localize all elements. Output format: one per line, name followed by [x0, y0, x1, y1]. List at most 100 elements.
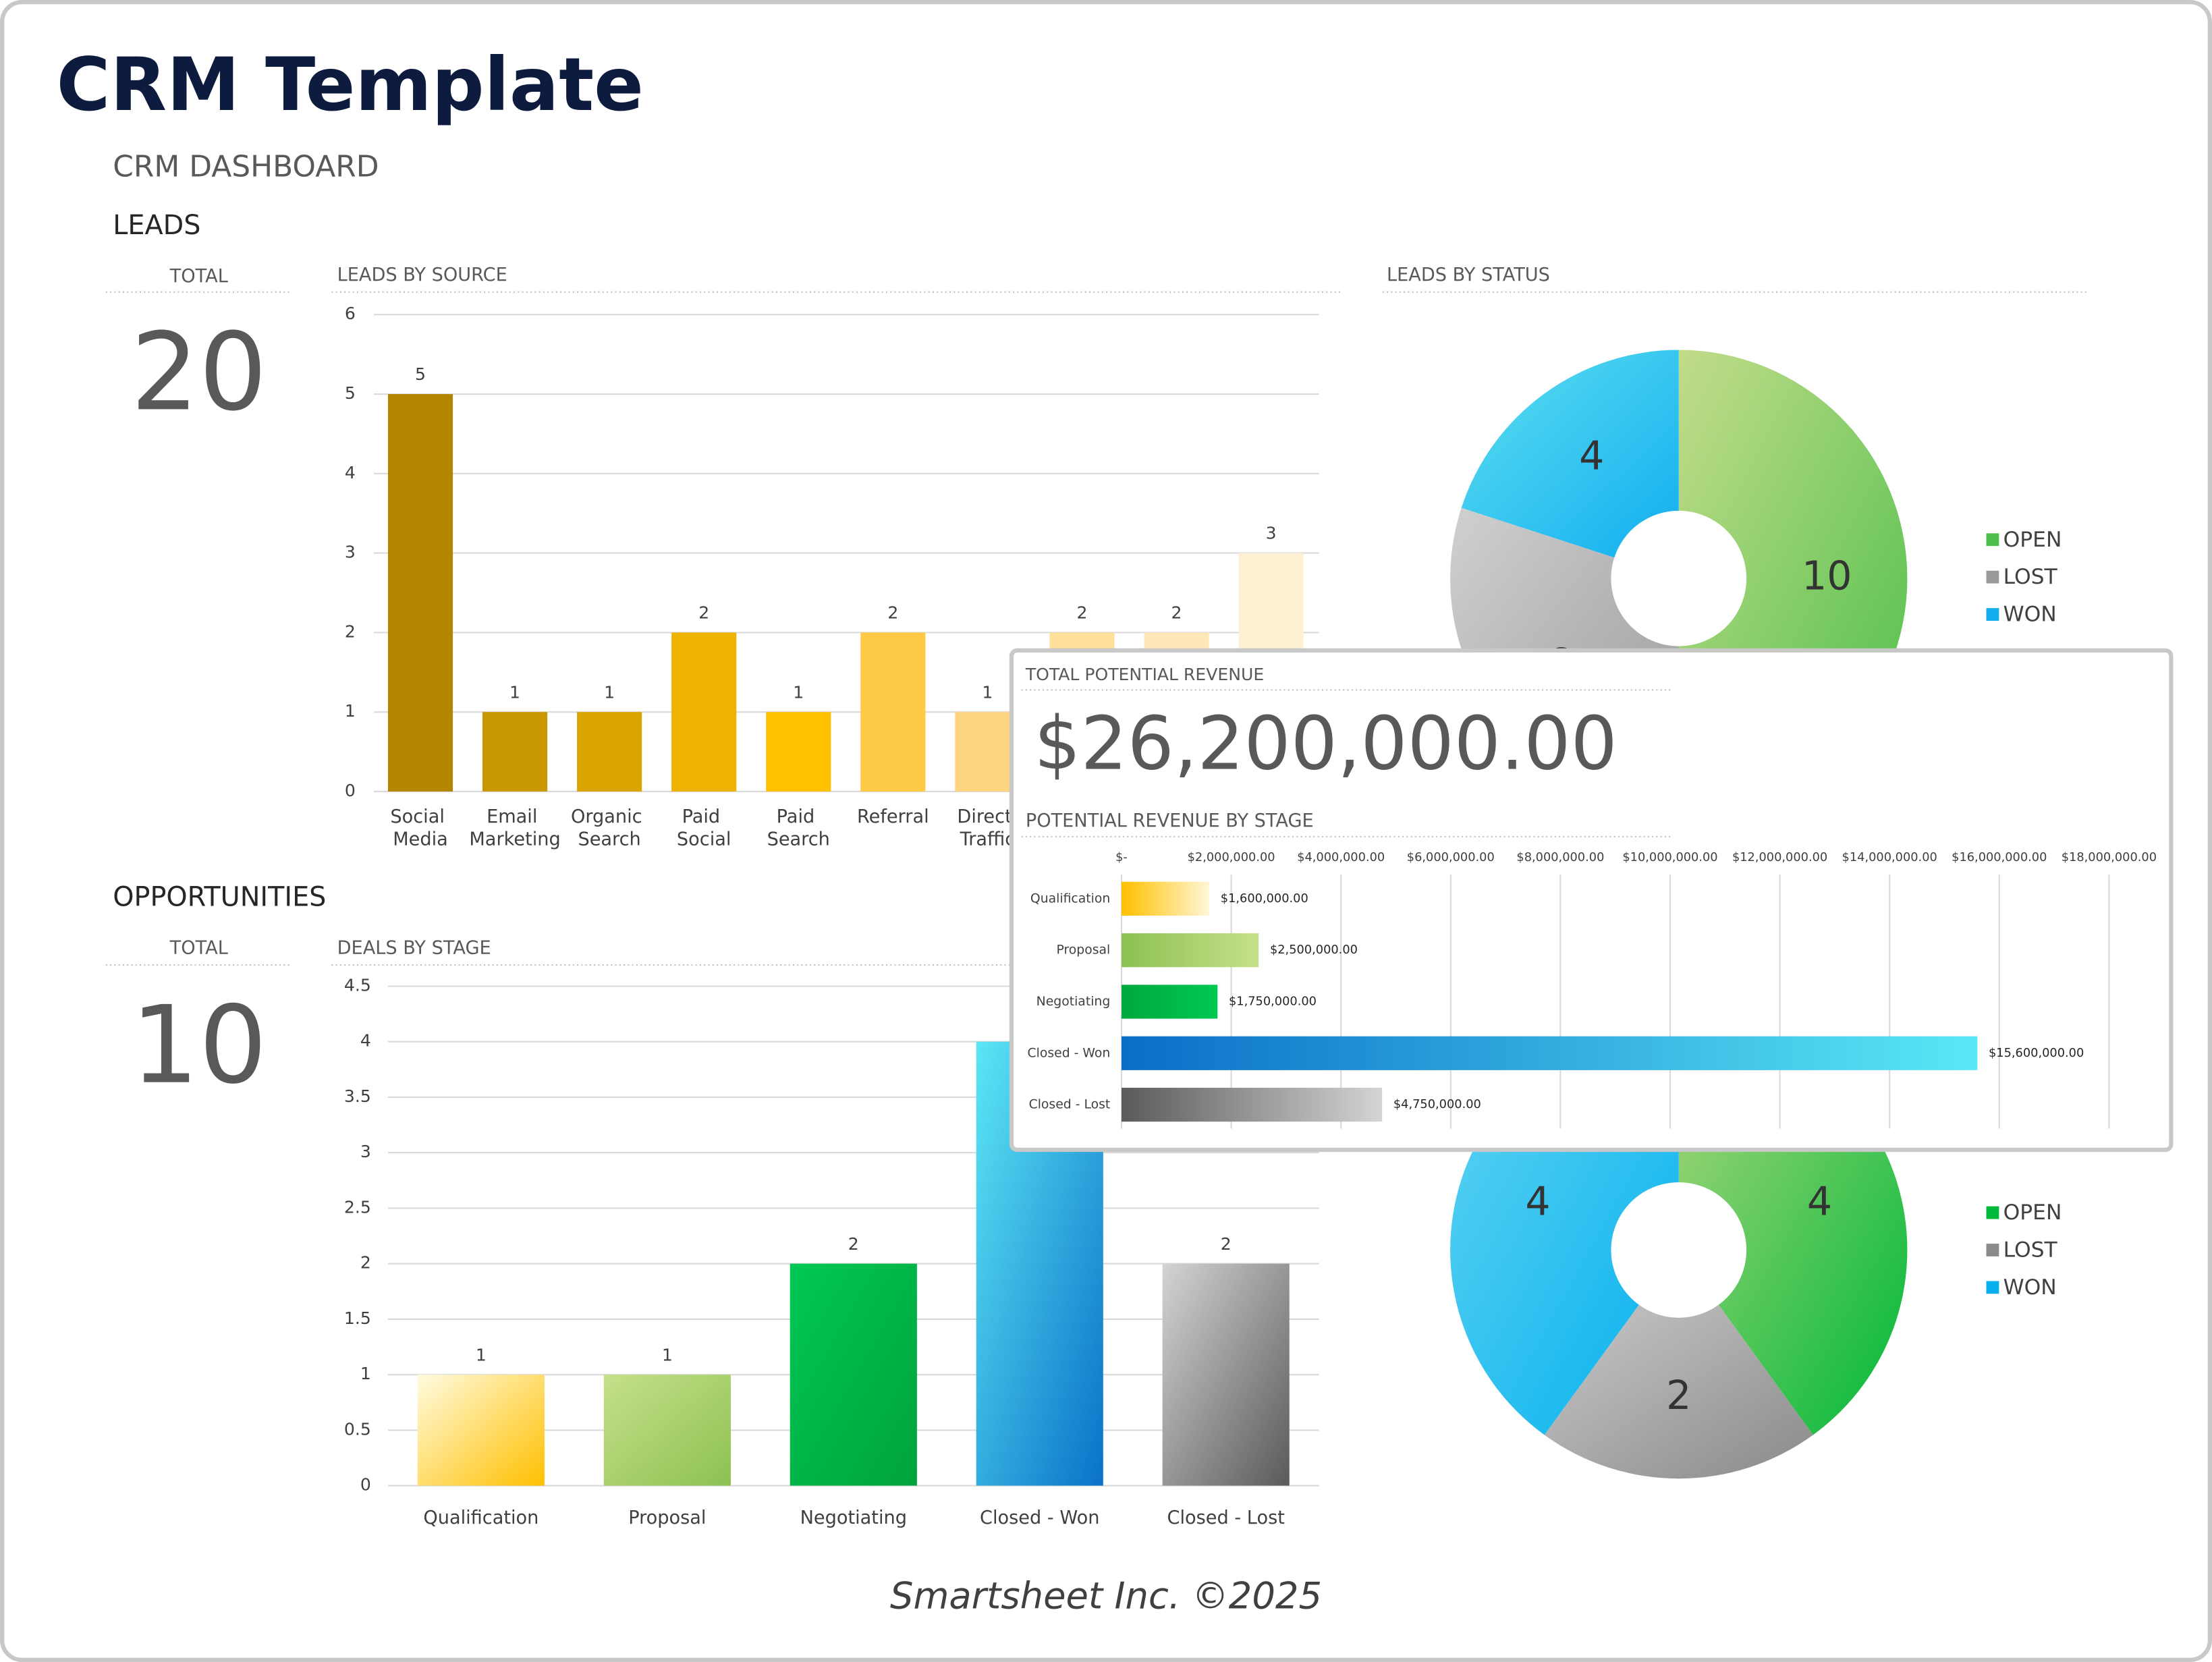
bar: [603, 1375, 731, 1486]
legend-swatch: [1986, 1281, 1999, 1294]
pie-slice: [1461, 350, 1679, 558]
chart-title: DEALS BY STAGE: [337, 937, 491, 958]
value-label: $15,600,000.00: [1989, 1047, 2084, 1060]
legend-label: WON: [2003, 603, 2057, 627]
x-tick-label: $16,000,000.00: [1952, 851, 2047, 864]
x-tick-label: Proposal: [628, 1507, 706, 1528]
x-tick-label: Direct Traffic: [957, 806, 1018, 850]
subtitle: CRM DASHBOARD: [113, 149, 379, 184]
x-tick-label: $8,000,000.00: [1516, 851, 1604, 864]
value-label: $2,500,000.00: [1270, 943, 1358, 957]
bar: [1121, 1088, 1383, 1122]
x-tick-label: $12,000,000.00: [1732, 851, 1827, 864]
y-tick-label: Proposal: [1056, 943, 1110, 958]
x-tick-label: Email Marketing: [469, 806, 560, 850]
value-label: 1: [662, 1345, 673, 1364]
bar: [1162, 1263, 1290, 1486]
slice-label: 4: [1579, 433, 1604, 479]
bar: [482, 712, 548, 792]
total-label: TOTAL: [169, 266, 228, 287]
value-label: 2: [698, 603, 709, 622]
revenue-panel: TOTAL POTENTIAL REVENUE $26,200,000.00 P…: [1009, 648, 2174, 1153]
bar: [1121, 933, 1259, 968]
bar: [790, 1263, 917, 1486]
x-tick-label: Paid Search: [767, 806, 830, 850]
legend-swatch: [1986, 570, 1999, 584]
bar: [860, 632, 926, 792]
x-tick-label: $10,000,000.00: [1622, 851, 1717, 864]
x-tick-label: $14,000,000.00: [1842, 851, 1937, 864]
page-title: CRM Template: [57, 42, 644, 128]
total-value: 10: [131, 984, 267, 1108]
y-tick-label: Negotiating: [1036, 995, 1111, 1009]
bar: [766, 712, 831, 792]
total-label: TOTAL: [169, 937, 228, 958]
bar: [955, 712, 1020, 792]
y-tick-label: Qualification: [1030, 891, 1110, 906]
y-tick-label: 1.5: [344, 1308, 371, 1328]
value-label: 1: [982, 682, 993, 702]
bar: [1121, 881, 1210, 916]
bar: [1121, 985, 1218, 1019]
chart-title: POTENTIAL REVENUE BY STAGE: [1026, 810, 1314, 831]
value-label: 2: [1171, 603, 1182, 622]
x-tick-label: Social Media: [390, 806, 450, 850]
y-tick-label: 3: [345, 543, 356, 562]
x-tick-label: $4,000,000.00: [1297, 851, 1385, 864]
x-tick-label: $2,000,000.00: [1188, 851, 1275, 864]
legend-label: WON: [2003, 1275, 2057, 1300]
value-label: 2: [848, 1234, 859, 1254]
legend-swatch: [1986, 608, 1999, 621]
bar: [1121, 1036, 1978, 1070]
slice-label: 2: [1666, 1373, 1691, 1418]
y-tick-label: 1: [345, 701, 356, 721]
slice-label: 4: [1807, 1179, 1832, 1225]
y-tick-label: 0: [360, 1475, 371, 1495]
y-tick-label: 3.5: [344, 1086, 371, 1106]
y-tick-label: 1: [360, 1364, 371, 1383]
bar: [671, 632, 737, 792]
pie-slice: [1544, 1304, 1813, 1479]
y-tick-label: 2.5: [344, 1197, 371, 1217]
value-label: 1: [509, 682, 520, 702]
legend-swatch: [1986, 533, 1999, 547]
y-tick-label: 0.5: [344, 1419, 371, 1439]
section-heading: OPPORTUNITIES: [113, 881, 326, 912]
x-tick-label: Paid Social: [677, 806, 731, 850]
legend-swatch: [1986, 1244, 1999, 1256]
x-tick-label: Closed - Won: [980, 1507, 1099, 1528]
value-label: 5: [415, 364, 426, 384]
y-tick-label: 2: [360, 1253, 371, 1273]
x-tick-label: $18,000,000.00: [2062, 851, 2157, 864]
x-tick-label: Organic Search: [571, 806, 648, 850]
slice-label: 4: [1525, 1179, 1550, 1225]
y-tick-label: 4.5: [344, 975, 371, 995]
total-value: 20: [131, 310, 267, 435]
value-label: $4,750,000.00: [1393, 1098, 1481, 1111]
footer: Smartsheet Inc. ©2025: [890, 1575, 1322, 1617]
value-label: $1,750,000.00: [1229, 995, 1317, 1008]
legend-swatch: [1986, 1206, 1999, 1219]
bar: [577, 712, 642, 792]
x-tick-label: Qualification: [423, 1507, 538, 1528]
y-tick-label: Closed - Lost: [1029, 1098, 1111, 1112]
x-tick-label: $6,000,000.00: [1407, 851, 1495, 864]
chart-title: LEADS BY SOURCE: [337, 265, 507, 285]
value-label: 1: [476, 1345, 487, 1364]
y-tick-label: 3: [360, 1142, 371, 1161]
legend-label: OPEN: [2003, 528, 2062, 552]
total-revenue: $26,200,000.00: [1034, 700, 1617, 786]
value-label: 2: [1221, 1234, 1232, 1254]
y-tick-label: Closed - Won: [1027, 1046, 1110, 1060]
y-tick-label: 2: [345, 621, 356, 641]
bar: [387, 394, 453, 792]
section-heading: LEADS: [113, 210, 200, 241]
y-tick-label: 5: [345, 383, 356, 403]
x-tick-label: Closed - Lost: [1167, 1507, 1285, 1528]
legend-label: LOST: [2003, 565, 2058, 589]
x-tick-label: $-: [1115, 851, 1128, 864]
y-tick-label: 6: [345, 304, 356, 323]
y-tick-label: 4: [345, 463, 356, 482]
